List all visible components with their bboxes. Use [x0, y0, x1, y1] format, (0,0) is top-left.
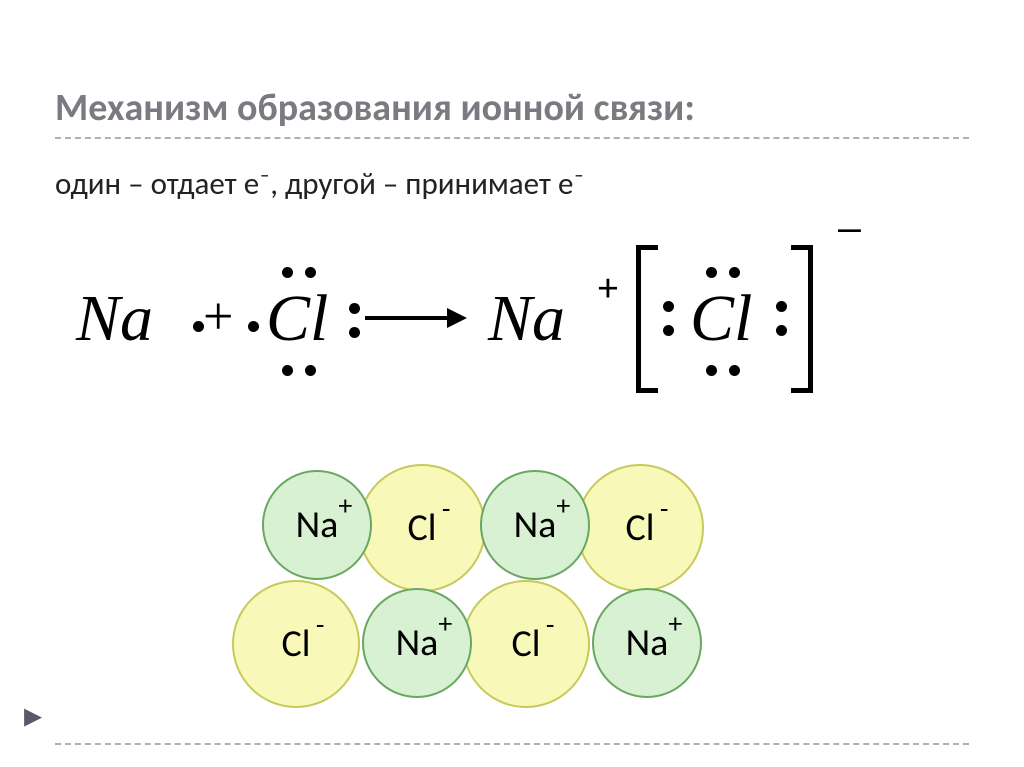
- ion-charge: +: [556, 488, 570, 523]
- ion-label: Cl-: [626, 505, 655, 551]
- slide: Механизм образования ионной связи: один …: [0, 0, 1024, 767]
- bracket-right-top: [791, 245, 813, 250]
- cl-ion: Cl-: [576, 464, 704, 592]
- cl-ion: Cl-: [232, 580, 360, 708]
- ion-charge: +: [338, 488, 352, 523]
- bracket-left-bot: [636, 388, 658, 393]
- ion-charge: -: [660, 491, 669, 526]
- bracket-right-v: [808, 245, 813, 393]
- cl-dot-top-1: [282, 267, 293, 278]
- cl-dot-bot-2: [305, 365, 316, 376]
- na-ion: Na+: [262, 470, 372, 580]
- prod-cl-dot-left-2: [663, 325, 674, 336]
- na-ion: Na+: [592, 588, 702, 698]
- prod-cl-dot-left-1: [663, 301, 674, 312]
- bracket-right-bot: [791, 388, 813, 393]
- cl-dot-right-1: [349, 303, 360, 314]
- prod-cl-dot-right-2: [776, 325, 787, 336]
- equation-na: Na: [76, 281, 153, 357]
- ionic-lattice: Na+ Cl- Na+ Cl- Cl- Na+ Cl- Na+: [252, 470, 772, 730]
- ion-label: Cl-: [282, 621, 311, 667]
- cl-minus-charge: _: [838, 183, 861, 239]
- ion-label: Cl-: [408, 505, 437, 551]
- bracket-left-top: [636, 245, 658, 250]
- bullet-icon: ▸: [24, 693, 42, 737]
- cl-dot-top-2: [305, 267, 316, 278]
- prod-cl-dot-top-1: [706, 267, 717, 278]
- ion-charge: +: [668, 606, 682, 641]
- lewis-equation: Na + Cl Na + Cl: [80, 223, 944, 423]
- page-title: Механизм образования ионной связи:: [55, 85, 969, 131]
- cl-dot-right-2: [349, 327, 360, 338]
- ion-label: Cl-: [512, 621, 541, 667]
- equation-plus: +: [203, 285, 233, 347]
- prod-cl-dot-bot-1: [706, 365, 717, 376]
- cl-ion: Cl-: [462, 580, 590, 708]
- cl-ion: Cl-: [358, 464, 486, 592]
- ion-label: Na+: [514, 502, 557, 548]
- ion-label: Na+: [396, 620, 439, 666]
- ion-label: Na+: [296, 502, 339, 548]
- equation-cl-product: Cl: [690, 281, 752, 357]
- subtitle: один – отдает е⁻, другой – принимает е⁻: [55, 165, 969, 203]
- ion-charge: -: [316, 607, 325, 642]
- equation-na-plus: Na: [488, 281, 565, 357]
- equation-cl: Cl: [266, 281, 328, 357]
- arrow-line: [365, 316, 453, 320]
- bottom-divider: [55, 743, 969, 745]
- title-divider: [55, 137, 969, 139]
- prod-cl-dot-top-2: [729, 267, 740, 278]
- prod-cl-dot-right-1: [776, 301, 787, 312]
- bracket-left-v: [636, 245, 641, 393]
- prod-cl-dot-bot-2: [729, 365, 740, 376]
- ion-charge: -: [546, 607, 555, 642]
- cl-electron-dot-left: [248, 321, 259, 332]
- ion-label: Na+: [626, 620, 669, 666]
- ion-charge: +: [438, 606, 452, 641]
- arrow-head: [447, 308, 467, 328]
- na-ion: Na+: [480, 470, 590, 580]
- ion-charge: -: [442, 491, 451, 526]
- na-ion: Na+: [362, 588, 472, 698]
- na-plus-charge: +: [598, 263, 618, 312]
- cl-dot-bot-1: [282, 365, 293, 376]
